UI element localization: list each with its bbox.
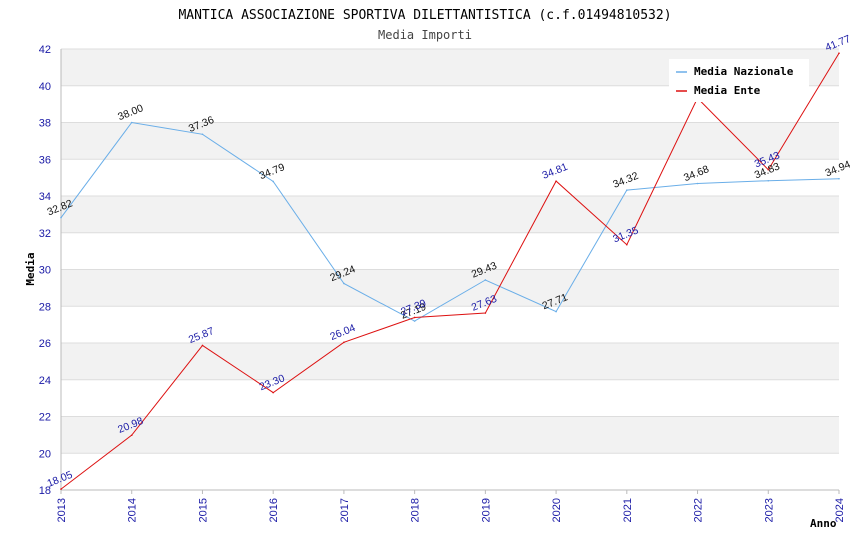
x-axis-title: Anno (810, 517, 837, 530)
data-point (201, 344, 204, 347)
y-tick-label: 32 (39, 228, 51, 240)
data-point (696, 182, 699, 185)
x-tick-label: 2016 (268, 498, 280, 522)
legend-box (669, 59, 809, 102)
chart-title: MANTICA ASSOCIAZIONE SPORTIVA DILETTANTI… (178, 8, 671, 23)
grid-band (61, 416, 839, 454)
legend-label-ente: Media Ente (694, 84, 761, 97)
x-tick-label: 2013 (56, 498, 68, 522)
grid-band (61, 196, 839, 233)
legend: Media Nazionale Media Ente (669, 59, 809, 102)
y-tick-label: 24 (39, 375, 51, 387)
data-label: 34.94 (823, 158, 850, 179)
data-label: 26.04 (328, 322, 357, 343)
x-tick-label: 2018 (410, 498, 422, 522)
legend-label-nazionale: Media Nazionale (694, 65, 794, 78)
x-axis-ticks: 2013 2014 2015 2016 2017 2018 2019 2020 2021 2022… (56, 490, 846, 522)
y-axis-title: Media (24, 252, 37, 285)
data-label: 18.05 (45, 469, 74, 490)
x-tick-label: 2021 (622, 498, 634, 522)
data-point (767, 168, 770, 171)
x-tick-label: 2022 (693, 498, 705, 522)
y-tick-label: 18 (39, 485, 51, 497)
x-tick-label: 2024 (834, 498, 846, 522)
data-point (343, 282, 345, 285)
data-point (413, 316, 416, 319)
data-point (626, 189, 628, 191)
grid-lines (61, 48, 839, 491)
grid-bands (61, 49, 839, 454)
data-point (60, 488, 62, 490)
y-tick-label: 40 (39, 81, 51, 93)
data-point (838, 52, 840, 55)
x-tick-label: 2023 (763, 498, 775, 522)
y-tick-label: 26 (39, 338, 51, 350)
data-point (555, 310, 557, 313)
data-point (130, 434, 133, 437)
x-tick-label: 2014 (127, 498, 139, 522)
x-tick-label: 2019 (480, 498, 492, 522)
data-point (555, 180, 557, 182)
y-tick-label: 28 (39, 301, 51, 313)
data-point (413, 320, 416, 322)
y-tick-label: 30 (39, 265, 51, 277)
data-point (626, 243, 628, 246)
data-point (343, 341, 345, 344)
data-point (484, 312, 487, 314)
data-point (767, 179, 770, 182)
y-tick-label: 34 (39, 191, 51, 203)
data-label: 34.81 (541, 161, 570, 182)
data-point (130, 121, 133, 124)
chart-subtitle: Media Importi (378, 28, 472, 42)
y-tick-label: 22 (39, 412, 51, 424)
x-tick-label: 2017 (339, 498, 351, 522)
series-line-media-nazionale (60, 121, 840, 322)
grid-band (61, 122, 839, 160)
data-label: 34.68 (682, 163, 711, 184)
y-tick-label: 36 (39, 154, 51, 166)
x-tick-label: 2015 (197, 498, 209, 522)
data-point (484, 279, 487, 281)
data-label: 34.32 (611, 170, 640, 191)
data-label: 38.00 (116, 102, 145, 123)
y-tick-label: 42 (39, 44, 51, 56)
grid-band (61, 343, 839, 380)
data-point (272, 391, 274, 394)
y-axis-ticks: 18 20 22 24 26 28 30 32 34 36 38 40 42 (39, 44, 51, 497)
x-tick-label: 2020 (551, 498, 563, 522)
data-label: 34.79 (258, 161, 287, 182)
data-point (272, 180, 274, 183)
data-point (60, 216, 62, 219)
data-point (838, 177, 840, 180)
data-point (201, 133, 204, 136)
y-tick-label: 20 (39, 448, 51, 460)
y-tick-label: 38 (39, 118, 51, 130)
series-line-media-ente (60, 52, 840, 490)
